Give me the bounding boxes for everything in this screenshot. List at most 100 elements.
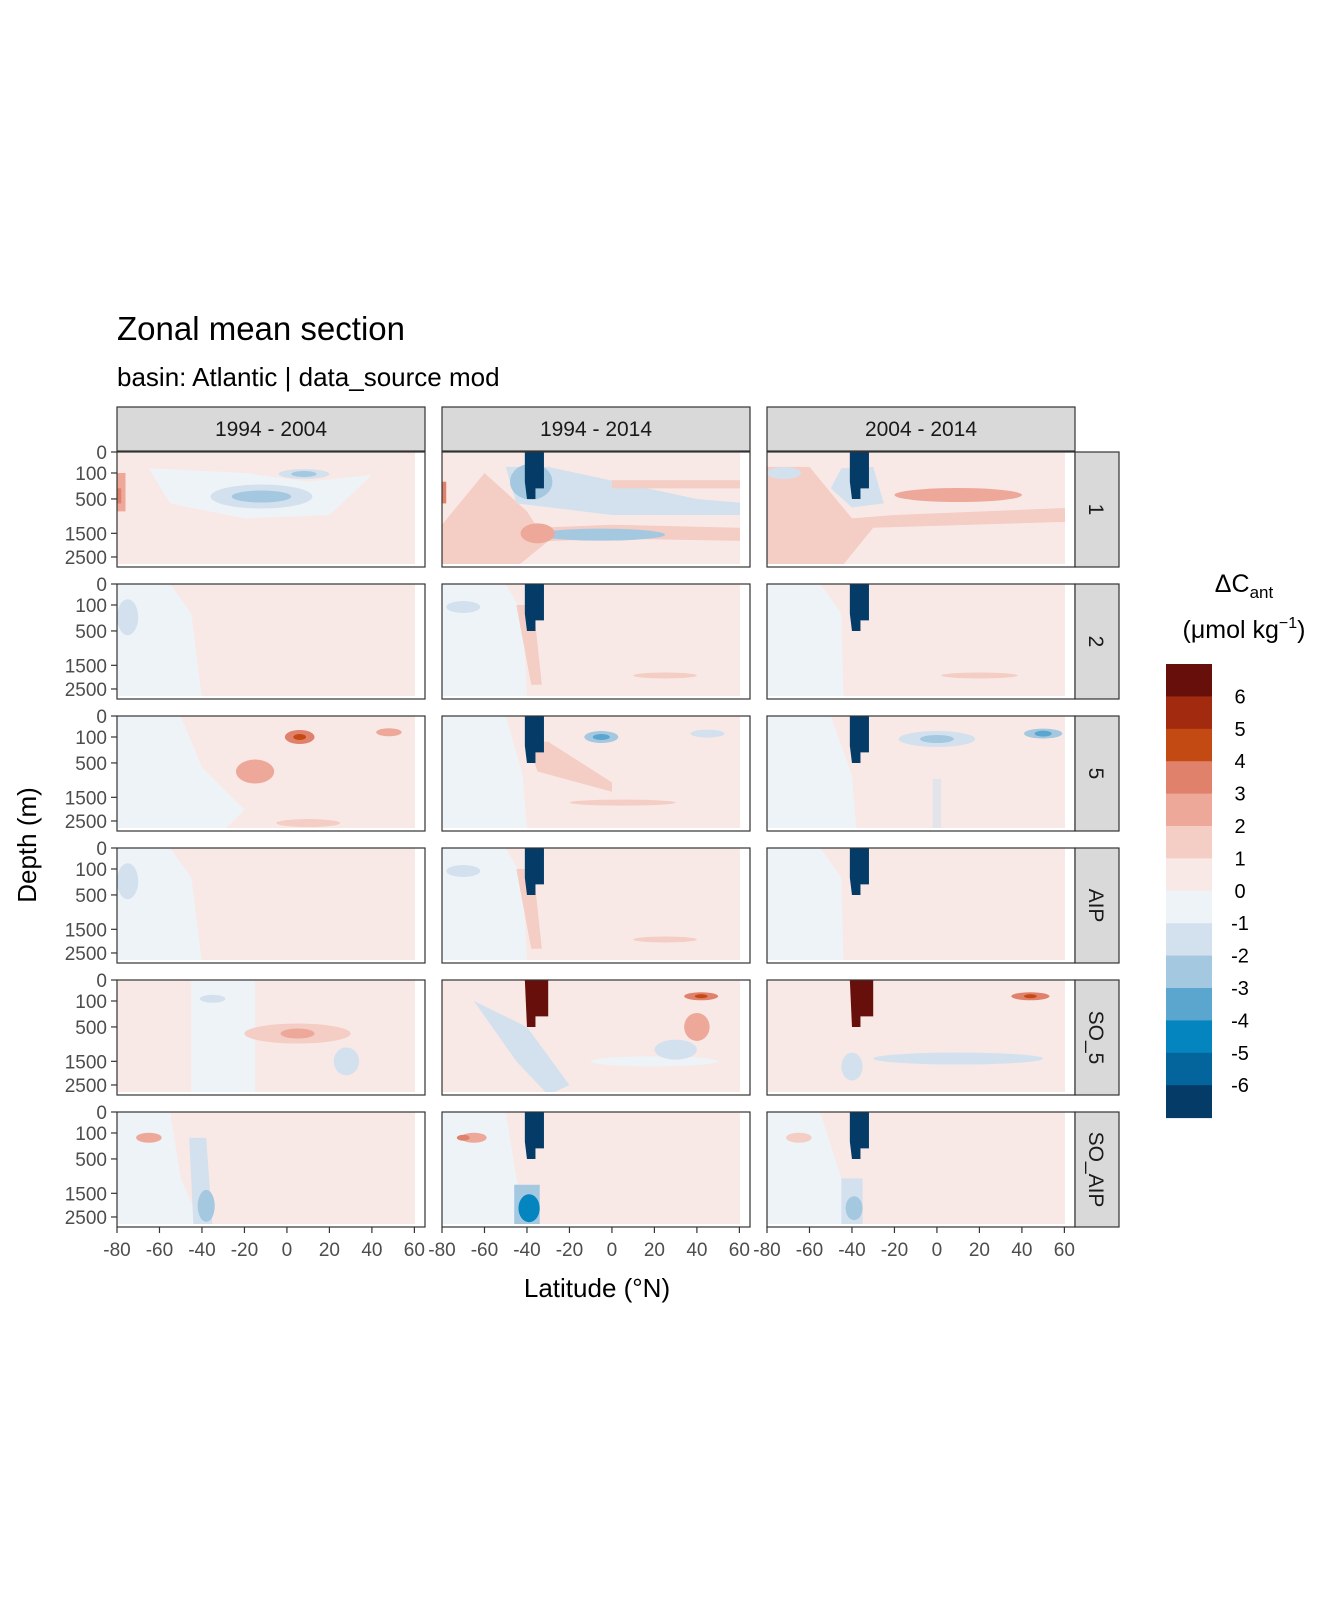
contour-region [117, 863, 139, 900]
y-tick-label: 2500 [65, 680, 107, 701]
y-tick-label: 100 [75, 464, 107, 485]
contour-region [442, 584, 527, 696]
legend-title: ΔCant [1215, 570, 1274, 602]
contour-region [746, 528, 750, 546]
contour-region [136, 1132, 162, 1143]
contour-region [894, 488, 1022, 503]
legend-key [1166, 858, 1212, 892]
contour-region [684, 1012, 710, 1041]
section-panel [441, 451, 751, 568]
contour-region [117, 716, 245, 828]
y-tick-label: 500 [75, 490, 107, 511]
legend-key [1166, 1052, 1212, 1086]
contour-region [421, 792, 425, 805]
contour-region [333, 1047, 360, 1076]
color-legend: ΔCant (μmol kg−1) 6 5 4 3 2 1 0 -1 -2 -3 -4 -5 -6 [1166, 570, 1305, 1119]
y-tick-label: 2500 [65, 548, 107, 569]
legend-label: -5 [1231, 1043, 1249, 1065]
panel-border [116, 979, 426, 1096]
legend-unit-sup: −1 [1279, 615, 1297, 632]
x-tick-label: 60 [404, 1240, 425, 1261]
contour-region [767, 848, 844, 960]
contour-region [520, 523, 555, 544]
contour-region [421, 929, 425, 951]
contour-region [767, 466, 1065, 564]
x-tick-label: -20 [881, 1240, 908, 1261]
y-tick-label: 1500 [65, 788, 107, 809]
section-panel [766, 715, 1076, 832]
contour-region [919, 735, 954, 743]
contour-region [524, 584, 544, 631]
contour-region [291, 471, 317, 478]
contour-region [376, 728, 402, 737]
row-strip [1074, 847, 1120, 964]
x-tick-label: 40 [1011, 1240, 1032, 1261]
y-tick-label: 0 [96, 707, 107, 728]
contour-region [941, 672, 1018, 679]
contour-region [276, 819, 341, 828]
chart-subtitle: basin: Atlantic | data_source mod [117, 362, 500, 392]
panel-border [116, 583, 426, 700]
contour-region [849, 1112, 869, 1159]
legend-unit-pre: (μmol kg [1183, 616, 1279, 644]
contour-region [199, 994, 226, 1003]
y-tick-label: 0 [96, 1103, 107, 1124]
contour-region [191, 980, 256, 1092]
contour-region [117, 848, 202, 960]
legend-label: 3 [1234, 784, 1245, 806]
legend-key [1166, 988, 1212, 1021]
contour-region [767, 716, 856, 828]
section-panel [441, 979, 751, 1096]
contour-region [849, 716, 869, 763]
contour-region [633, 672, 697, 679]
contour-region [767, 584, 844, 696]
x-tick-label: 40 [361, 1240, 382, 1261]
row-strip-label: 5 [1084, 768, 1107, 780]
y-tick-label: 500 [75, 1018, 107, 1039]
legend-label: 6 [1234, 686, 1245, 708]
y-tick-label: 500 [75, 1150, 107, 1171]
contour-region [117, 488, 122, 504]
x-tick-label: 0 [932, 1240, 943, 1261]
contour-region [421, 665, 425, 687]
contour-region [235, 759, 275, 784]
x-tick-label: 20 [644, 1240, 665, 1261]
panel-border [441, 979, 751, 1096]
y-tick-label: 100 [75, 860, 107, 881]
section-panel [116, 979, 426, 1096]
legend-unit-post: ) [1297, 616, 1305, 644]
legend-key [1166, 1020, 1212, 1054]
column-strip-label: 1994 - 2004 [215, 418, 327, 441]
contour-region [524, 1112, 544, 1159]
y-tick-label: 2500 [65, 1076, 107, 1097]
legend-label: 0 [1234, 881, 1245, 903]
legend-label: -6 [1231, 1075, 1249, 1097]
contour-region [633, 936, 697, 943]
x-tick-label: -60 [471, 1240, 498, 1261]
contour-region [524, 716, 544, 763]
y-tick-label: 100 [75, 992, 107, 1013]
y-tick-label: 1500 [65, 1184, 107, 1205]
x-tick-label: 60 [729, 1240, 750, 1261]
y-tick-label: 500 [75, 754, 107, 775]
panel-border [116, 451, 426, 568]
contour-region [293, 733, 307, 740]
column-strip [766, 406, 1076, 452]
section-panel [116, 847, 426, 964]
y-tick-label: 500 [75, 886, 107, 907]
panel-border [116, 715, 426, 832]
section-panel [766, 979, 1076, 1096]
x-tick-label: -60 [796, 1240, 823, 1261]
contour-region [461, 1132, 487, 1143]
legend-label: -1 [1231, 913, 1249, 935]
legend-label: 1 [1234, 848, 1245, 870]
x-tick-label: -80 [103, 1240, 130, 1261]
contour-region [526, 741, 612, 792]
row-strip-label: AIP [1084, 889, 1107, 923]
contour-region [873, 1052, 1044, 1065]
y-tick-label: 2500 [65, 1208, 107, 1229]
row-strip [1074, 1111, 1120, 1228]
legend-title-subscript: ant [1250, 583, 1274, 602]
contour-region [117, 599, 139, 636]
